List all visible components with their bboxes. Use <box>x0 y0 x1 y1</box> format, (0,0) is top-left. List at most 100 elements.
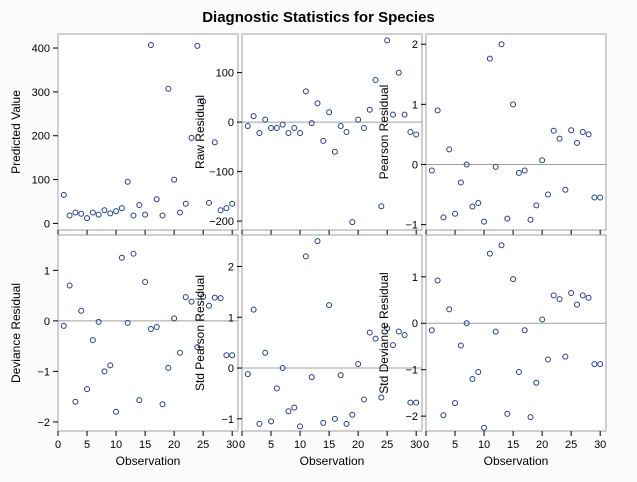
data-point <box>291 404 298 411</box>
data-point <box>188 134 195 141</box>
data-point <box>107 362 114 369</box>
data-point <box>297 129 304 136</box>
data-point <box>527 414 534 421</box>
data-point <box>165 364 172 371</box>
data-point <box>355 116 362 123</box>
data-point <box>256 420 263 427</box>
data-point <box>244 123 251 130</box>
x-tick-label: 5 <box>84 439 90 451</box>
data-point <box>498 41 505 48</box>
data-point <box>326 302 333 309</box>
data-point <box>446 146 453 153</box>
y-tick-label: 300 <box>32 87 50 99</box>
data-point <box>475 369 482 376</box>
x-tick-label: 25 <box>565 439 577 451</box>
data-point <box>521 327 528 334</box>
x-tick-label: 10 <box>294 439 306 451</box>
data-point <box>550 127 557 134</box>
data-point <box>101 207 108 214</box>
data-point <box>469 203 476 210</box>
x-tick-label: 10 <box>110 439 122 451</box>
x-tick-label: 20 <box>536 439 548 451</box>
y-tick-label: −2 <box>37 417 50 429</box>
data-point <box>200 98 207 105</box>
data-point <box>159 212 166 219</box>
y-axis-label: Pearson Residual <box>377 85 391 180</box>
data-point <box>188 298 195 305</box>
data-point <box>446 306 453 313</box>
x-tick-label: 30 <box>226 439 238 451</box>
data-point <box>440 412 447 419</box>
y-tick-label: −1 <box>37 366 50 378</box>
data-point <box>504 410 511 417</box>
data-point <box>486 55 493 62</box>
data-point <box>285 129 292 136</box>
data-point <box>395 69 402 76</box>
data-point <box>492 328 499 335</box>
data-point <box>147 325 154 332</box>
data-point <box>372 77 379 84</box>
data-point <box>89 209 96 216</box>
data-point <box>153 323 160 330</box>
data-point <box>568 127 575 134</box>
data-point <box>585 294 592 301</box>
y-tick-label: 1 <box>228 312 234 324</box>
data-point <box>229 352 236 359</box>
data-point <box>136 202 143 209</box>
x-tick-label: 5 <box>452 439 458 451</box>
data-point <box>481 424 488 431</box>
data-point <box>343 420 350 427</box>
data-point <box>250 306 257 313</box>
data-point <box>492 163 499 170</box>
data-point <box>244 371 251 378</box>
y-tick-label: −1 <box>405 220 418 232</box>
y-tick-label: −100 <box>209 167 234 179</box>
x-tick-label: 25 <box>197 439 209 451</box>
data-point <box>573 301 580 308</box>
data-point <box>211 139 218 146</box>
data-point <box>194 42 201 49</box>
data-point <box>481 218 488 225</box>
y-tick-label: 0 <box>412 159 418 171</box>
data-point <box>366 106 373 113</box>
data-point <box>229 200 236 207</box>
x-axis-label: Observation <box>300 454 365 468</box>
data-point <box>130 250 137 257</box>
x-tick-label: 10 <box>478 439 490 451</box>
data-point <box>60 191 67 198</box>
data-point <box>124 319 131 326</box>
data-point <box>136 397 143 404</box>
data-point <box>262 349 269 356</box>
y-tick-label: 1 <box>412 272 418 284</box>
data-point <box>107 210 114 217</box>
y-tick-label: 2 <box>228 261 234 273</box>
data-point <box>205 302 212 309</box>
data-point <box>434 107 441 114</box>
data-point <box>211 294 218 301</box>
data-point <box>504 215 511 222</box>
plot-frame <box>241 234 423 432</box>
data-point <box>510 101 517 108</box>
data-point <box>84 215 91 222</box>
data-point <box>142 278 149 285</box>
data-point <box>562 353 569 360</box>
data-point <box>320 137 327 144</box>
data-point <box>118 254 125 261</box>
data-point <box>510 276 517 283</box>
data-point <box>273 125 280 132</box>
data-point <box>533 202 540 209</box>
data-point <box>544 191 551 198</box>
x-tick-label: 0 <box>239 439 245 451</box>
data-point <box>118 205 125 212</box>
data-point <box>457 342 464 349</box>
y-tick-label: 1 <box>44 265 50 277</box>
data-point <box>223 205 230 212</box>
data-point <box>360 396 367 403</box>
data-point <box>194 344 201 351</box>
x-tick-label: 15 <box>323 439 335 451</box>
data-point <box>223 352 230 359</box>
data-point <box>256 129 263 136</box>
data-point <box>539 316 546 323</box>
data-point <box>176 349 183 356</box>
